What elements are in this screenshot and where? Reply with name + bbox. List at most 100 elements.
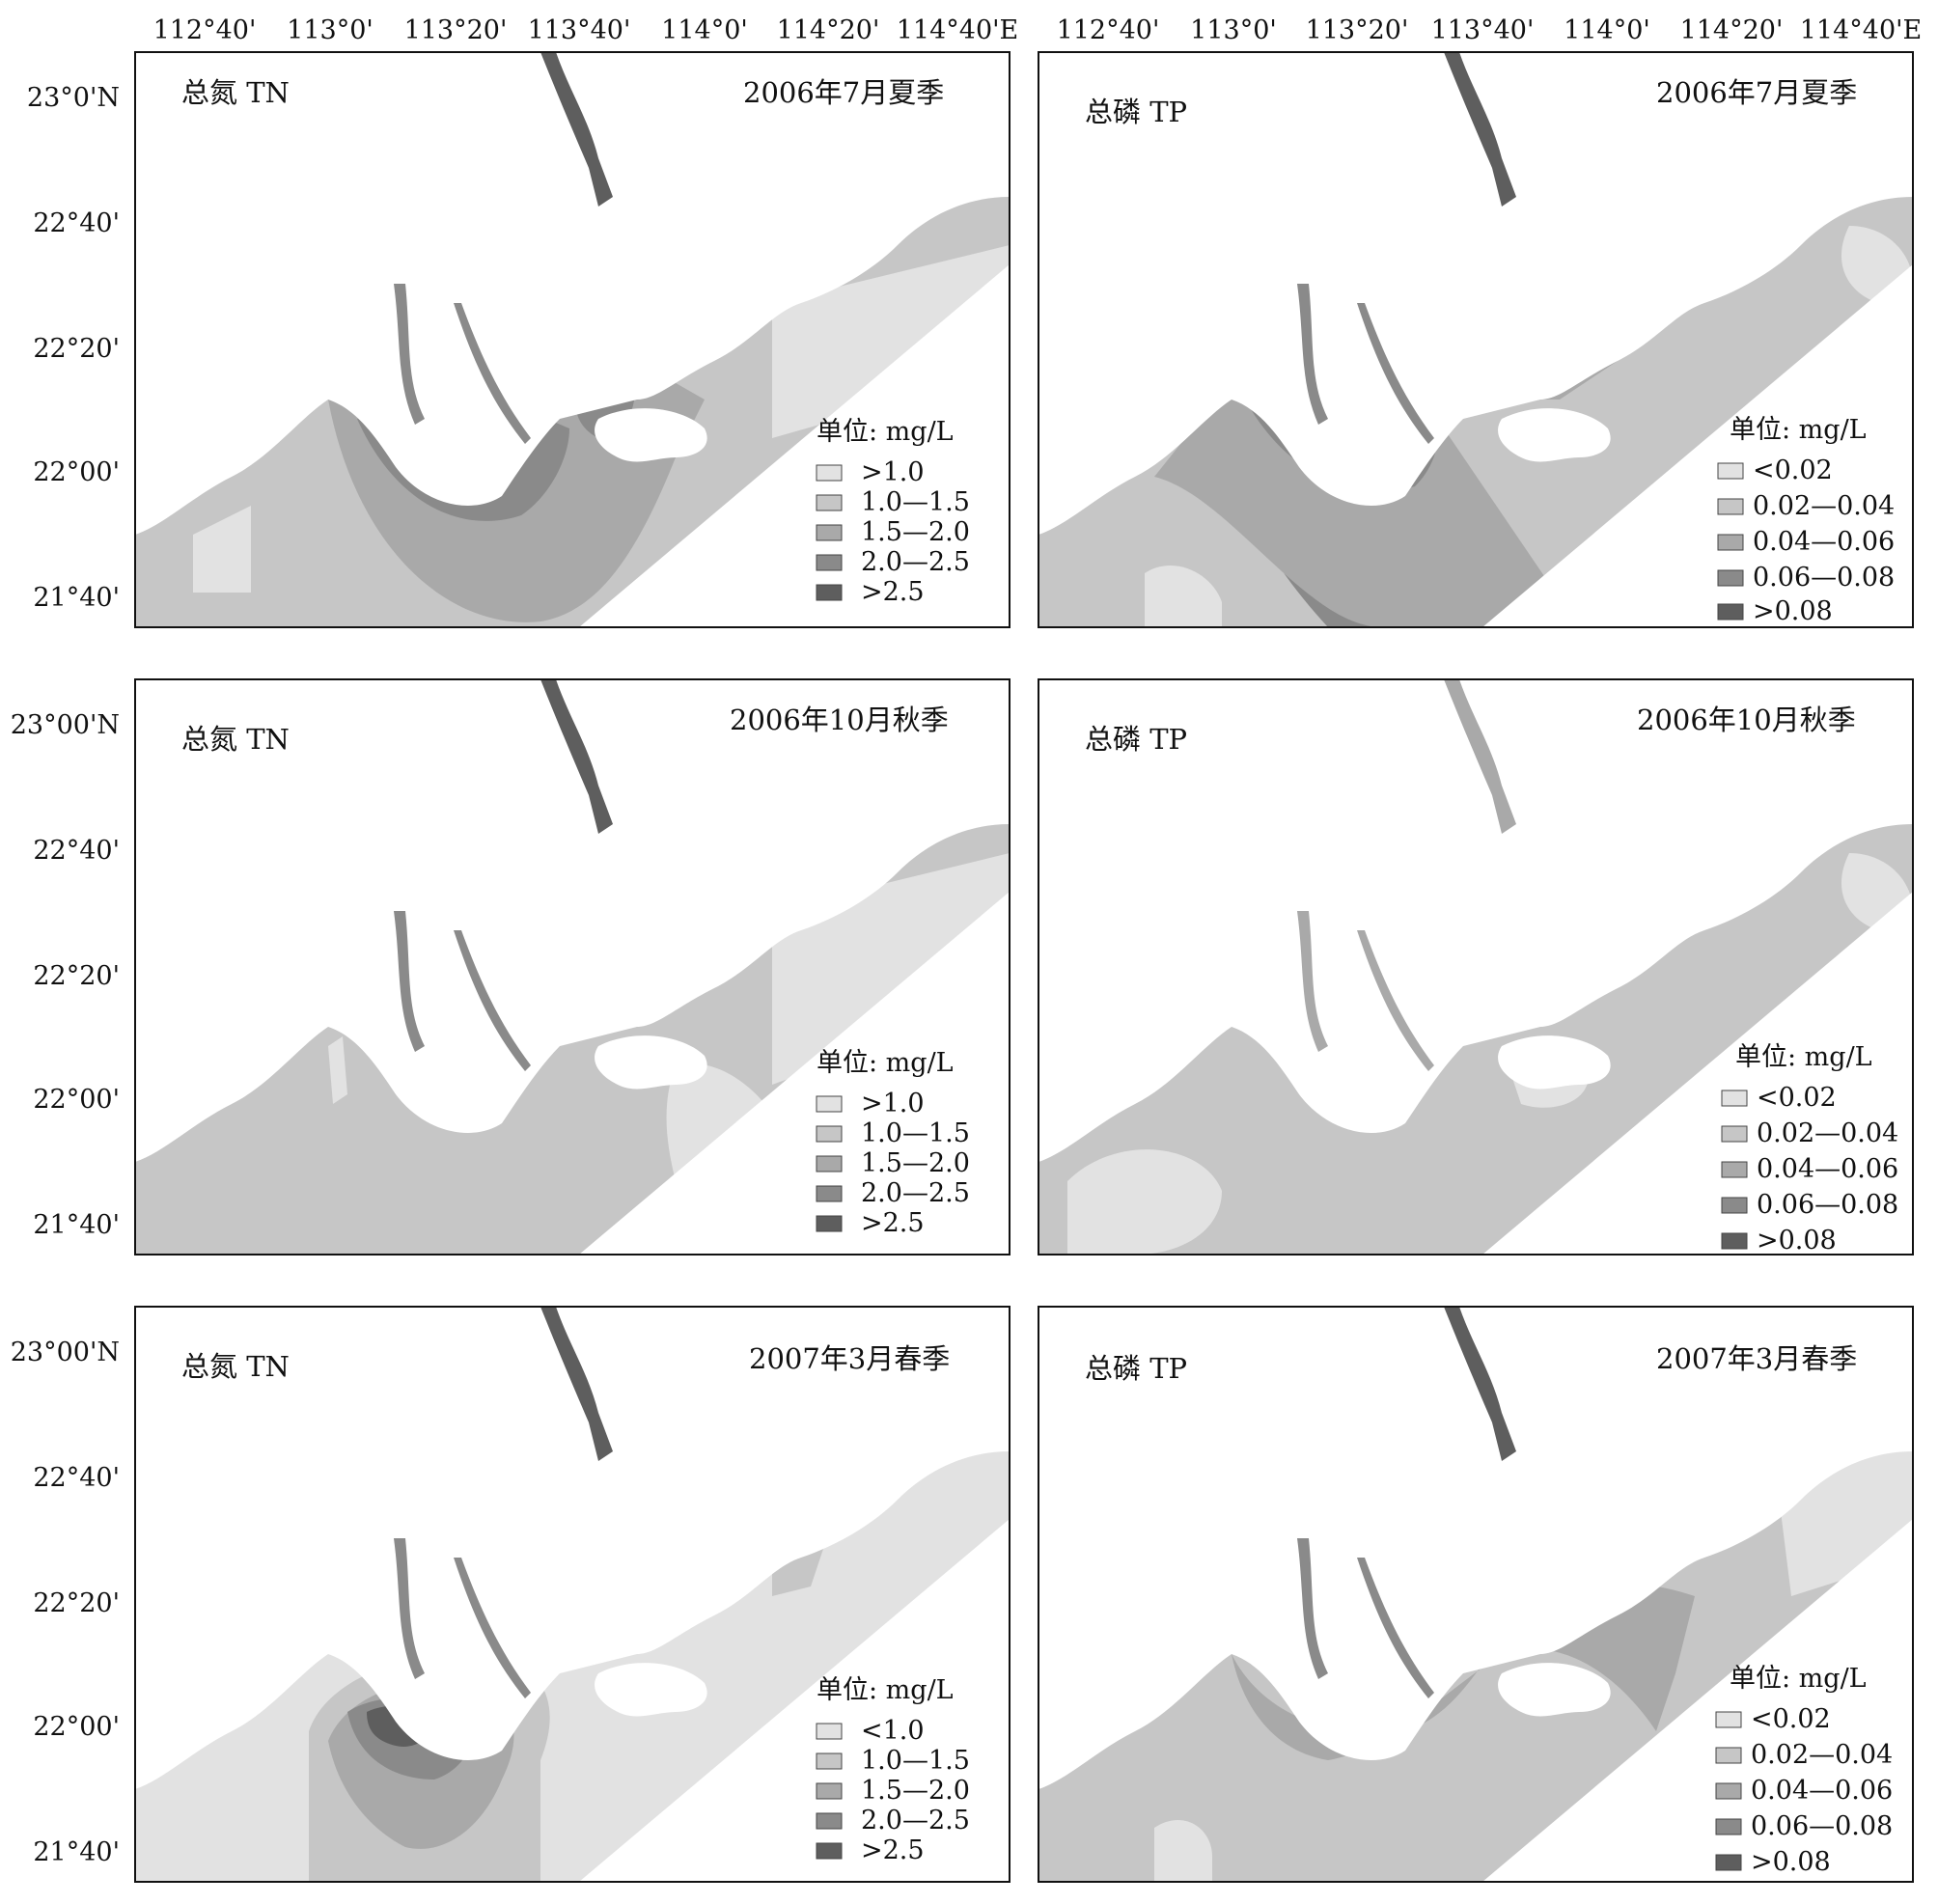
river-channel	[540, 52, 613, 207]
legend-label: 0.06—0.08	[1751, 1811, 1893, 1841]
river-channel	[540, 1307, 613, 1461]
river-channel	[1357, 303, 1434, 444]
land-mass	[135, 1307, 1010, 1789]
zone-class1	[1067, 1149, 1222, 1255]
land-mass	[1038, 1307, 1913, 1789]
zone-class1	[772, 245, 1010, 438]
legend-label: 1.5—2.0	[861, 1148, 970, 1178]
legend-swatch	[1717, 569, 1744, 587]
panel-title-season: 2006年7月夏季	[1656, 76, 1857, 109]
lon-tick-label: 112°40'	[153, 15, 257, 45]
legend-swatch	[816, 1782, 843, 1800]
legend-title: 单位: mg/L	[817, 1048, 954, 1078]
legend-label: 1.5—2.0	[861, 517, 970, 547]
legend-swatch	[816, 1752, 843, 1770]
legend-swatch	[1715, 1711, 1742, 1728]
panel-frame	[1038, 678, 1914, 1256]
top-lon-axis-right: 112°40' 113°0' 113°20' 113°40' 114°0' 11…	[1057, 15, 1923, 45]
land-mass	[1038, 52, 1913, 535]
lon-tick-label: 114°0'	[1564, 15, 1650, 45]
land-mass	[135, 679, 1010, 1162]
river-channel	[1444, 679, 1516, 834]
legend-swatch	[816, 524, 843, 541]
map-area	[1038, 679, 1913, 1255]
land-mass	[1309, 1681, 1385, 1743]
legend-swatch	[816, 1842, 843, 1860]
map-area	[1038, 1307, 1913, 1882]
land-mass	[1498, 1035, 1611, 1090]
river-channel	[1357, 1558, 1434, 1698]
panel-title-variable: 总磷 TP	[1085, 96, 1187, 128]
lat-tick-label: 22°20'	[33, 961, 120, 991]
lon-tick-label: 113°20'	[404, 15, 508, 45]
zone-class1	[1154, 1819, 1212, 1882]
lon-tick-label: 112°40'	[1057, 15, 1160, 45]
legend-label: >0.08	[1753, 596, 1833, 626]
open-sea-cut	[579, 892, 1010, 1255]
legend-label: <1.0	[861, 1716, 925, 1746]
river-channel	[540, 679, 613, 834]
legend-label: 0.04—0.06	[1753, 527, 1895, 557]
legend-label: 2.0—2.5	[861, 547, 970, 577]
lat-tick-label: 22°00'	[33, 1712, 120, 1742]
lon-tick-label: 113°20'	[1306, 15, 1409, 45]
legend-label: >2.5	[861, 577, 925, 607]
lat-tick-label: 21°40'	[33, 1837, 120, 1867]
open-sea-cut	[579, 1519, 1010, 1882]
legend: 单位: mg/L <0.02 0.02—0.04 0.04—0.06 0.06—…	[1721, 1042, 1898, 1256]
legend-label: >1.0	[861, 1089, 925, 1118]
legend-title: 单位: mg/L	[817, 1675, 954, 1705]
legend: 单位: mg/L <0.02 0.02—0.04 0.04—0.06 0.06—…	[1715, 1664, 1893, 1877]
lon-tick-label: 114°20'	[1680, 15, 1784, 45]
open-sea-cut	[1482, 892, 1913, 1255]
zone-class1	[666, 1063, 772, 1181]
lon-tick-label: 114°20'	[777, 15, 880, 45]
lat-tick-label: 22°40'	[33, 1463, 120, 1493]
legend-swatch	[1715, 1818, 1742, 1835]
panel-title-variable: 总磷 TP	[1085, 723, 1187, 756]
map-area	[1038, 52, 1913, 627]
legend-swatch	[1721, 1232, 1748, 1250]
lat-tick-label: 22°40'	[33, 208, 120, 238]
legend-label: <0.02	[1757, 1083, 1837, 1113]
legend: 单位: mg/L <1.0 1.0—1.5 1.5—2.0 2.0—2.5 >2…	[816, 1675, 970, 1865]
legend: 单位: mg/L >1.0 1.0—1.5 1.5—2.0 2.0—2.5 >2…	[816, 1048, 970, 1238]
legend-swatch	[816, 1812, 843, 1830]
lon-tick-label: 114°40'E	[1800, 15, 1923, 45]
land-mass	[405, 427, 482, 488]
lat-tick-label: 23°00'N	[11, 1338, 120, 1367]
legend-label: 0.02—0.04	[1751, 1740, 1893, 1770]
legend-swatch	[816, 1125, 843, 1143]
panel-frame	[134, 678, 1011, 1256]
zone-class1	[193, 506, 251, 593]
land-mass	[405, 1681, 482, 1743]
panel-frame	[1038, 51, 1914, 628]
legend-label: >1.0	[861, 457, 925, 487]
panel-frame	[134, 1306, 1011, 1883]
legend-label: <0.02	[1751, 1704, 1831, 1734]
panel-title-season: 2007年3月春季	[749, 1342, 950, 1375]
zone-class1	[328, 1036, 347, 1104]
river-channel	[454, 1558, 531, 1698]
legend-swatch	[1721, 1161, 1748, 1178]
river-channel	[454, 930, 531, 1071]
legend-swatch	[1715, 1782, 1742, 1800]
panel-frame	[134, 51, 1011, 628]
legend-swatch	[816, 1185, 843, 1202]
lat-tick-label: 21°40'	[33, 1210, 120, 1240]
lon-tick-label: 114°40'E	[897, 15, 1019, 45]
river-channel	[394, 911, 425, 1052]
land-mass	[1498, 408, 1611, 462]
land-mass	[135, 52, 1010, 535]
legend-label: 2.0—2.5	[861, 1806, 970, 1835]
panel-tp-spring: 总磷 TP 2007年3月春季 单位: mg/L <0.02 0.02—0.04…	[1038, 1306, 1914, 1883]
legend-label: 1.0—1.5	[861, 1118, 970, 1148]
legend-label: 1.0—1.5	[861, 1746, 970, 1776]
lon-tick-label: 114°0'	[661, 15, 748, 45]
lat-tick-label: 23°0'N	[27, 83, 120, 113]
panel-title-variable: 总氮 TN	[181, 76, 290, 109]
lat-tick-label: 22°20'	[33, 1588, 120, 1618]
panel-title-season: 2006年10月秋季	[730, 704, 949, 736]
river-channel	[394, 284, 425, 425]
